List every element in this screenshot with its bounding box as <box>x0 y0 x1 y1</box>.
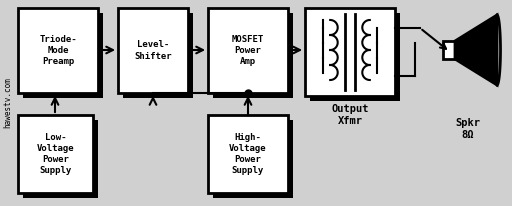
Text: hawestv.com: hawestv.com <box>4 78 12 128</box>
Bar <box>213 13 293 98</box>
Bar <box>123 13 193 98</box>
Text: Low-
Voltage
Power
Supply: Low- Voltage Power Supply <box>37 133 74 175</box>
Bar <box>213 120 293 198</box>
Bar <box>18 8 98 93</box>
Bar <box>305 8 395 96</box>
Bar <box>208 8 288 93</box>
Bar <box>208 115 288 193</box>
Text: Triode-
Mode
Preamp: Triode- Mode Preamp <box>39 35 77 66</box>
Text: High-
Voltage
Power
Supply: High- Voltage Power Supply <box>229 133 267 175</box>
Polygon shape <box>455 15 497 85</box>
Bar <box>443 41 455 59</box>
Text: Output
Xfmr: Output Xfmr <box>331 104 369 126</box>
Text: Level-
Shifter: Level- Shifter <box>134 40 172 61</box>
Bar <box>118 8 188 93</box>
Bar <box>310 13 400 101</box>
Bar <box>23 13 103 98</box>
Bar <box>18 115 93 193</box>
Text: Spkr
8Ω: Spkr 8Ω <box>456 118 480 140</box>
Bar <box>23 120 98 198</box>
Text: MOSFET
Power
Amp: MOSFET Power Amp <box>232 35 264 66</box>
